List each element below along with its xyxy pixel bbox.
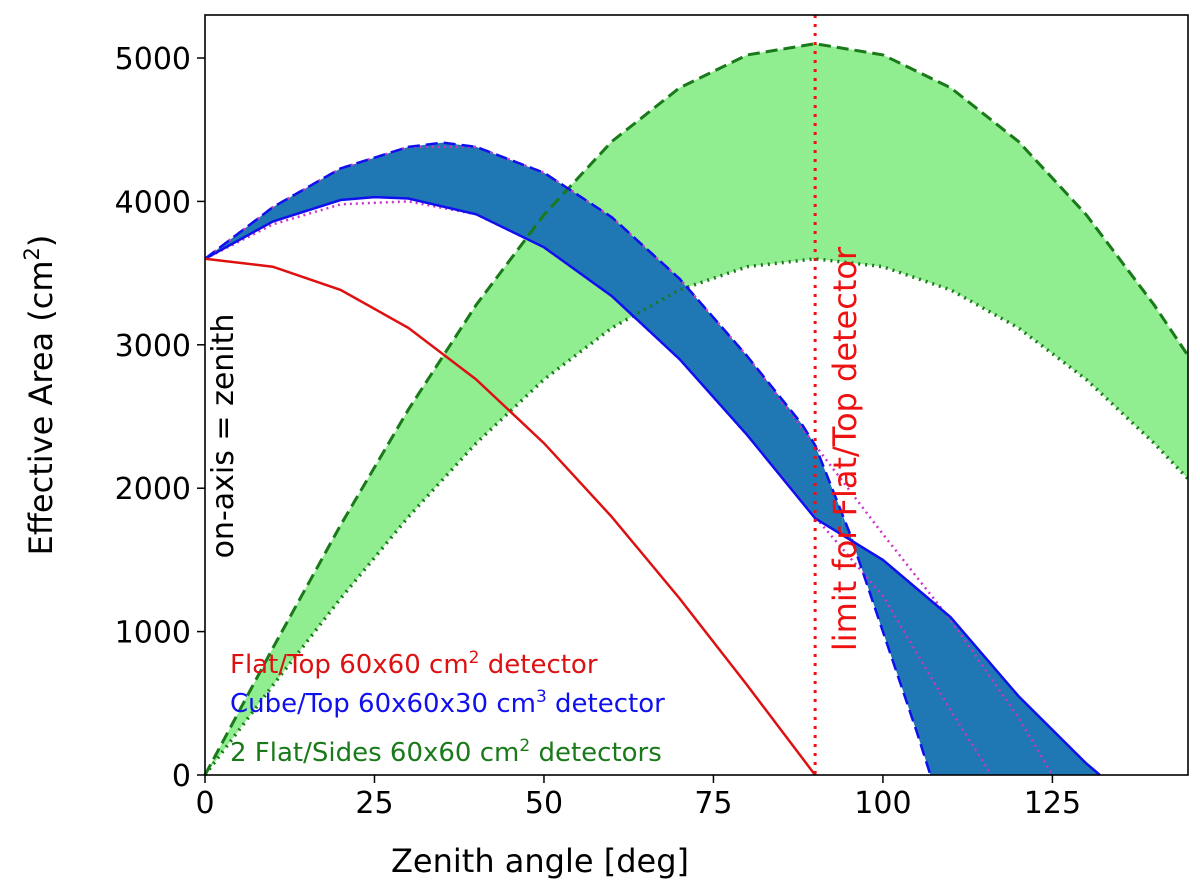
y-axis-label-sup: 2: [20, 247, 44, 260]
y-tick-label: 5000: [115, 42, 191, 77]
legend-entry-text: 2 Flat/Sides 60x60 cm: [230, 738, 519, 768]
x-tick-label: 0: [195, 786, 214, 821]
legend-entry: Cube/Top 60x60x30 cm3 detector: [230, 687, 665, 719]
legend-entry-text: Flat/Top 60x60 cm: [230, 650, 469, 680]
x-tick-label: 50: [525, 786, 563, 821]
legend-entry-tail: detector: [479, 650, 597, 680]
cube-upper-line: [204, 141, 932, 776]
flat-top-line: [204, 257, 817, 776]
legend-entry-sup: 2: [519, 736, 530, 756]
cube-lower-line: [204, 195, 1101, 776]
axis-ticks: 0 25 50 75 100 125 0 1000 2000 3000 4000 5000: [115, 42, 1081, 821]
y-axis-label-main: Effective Area (cm: [22, 261, 60, 556]
legend-entry: Flat/Top 60x60 cm2 detector: [230, 648, 598, 680]
x-tick-label: 75: [694, 786, 732, 821]
legend-entry-sup: 2: [469, 648, 480, 668]
y-tick-label: 4000: [115, 185, 191, 220]
legend-entry-text: Cube/Top 60x60x30 cm: [230, 689, 536, 719]
series-lines: [203, 15, 1190, 777]
x-axis-label: Zenith angle [deg]: [391, 842, 689, 880]
sides-fill-band: [205, 43, 1188, 775]
fill-regions: [205, 43, 1188, 775]
y-axis-label: Effective Area (cm2): [20, 235, 60, 556]
cube-magenta-lower-line: [204, 200, 993, 776]
legend-entry-tail: detector: [547, 689, 665, 719]
on-axis-annotation: on-axis = zenith: [206, 314, 241, 559]
y-axis-label-end: ): [22, 235, 60, 247]
legend-entry-sup: 3: [536, 687, 547, 707]
limit-annotation: limit for Flat/Top detector: [826, 246, 864, 651]
cube-fill-band-lower: [842, 514, 1100, 775]
cube-magenta-upper-line: [204, 145, 1054, 776]
y-tick-label: 2000: [115, 472, 191, 507]
y-tick-label: 0: [172, 759, 191, 794]
legend-entry: 2 Flat/Sides 60x60 cm2 detectors: [230, 736, 662, 768]
cube-fill-band-upper: [205, 142, 843, 535]
sides-upper-line: [203, 42, 1190, 776]
y-tick-label: 1000: [115, 616, 191, 651]
legend-entry-tail: detectors: [530, 738, 662, 768]
x-tick-label: 25: [355, 786, 393, 821]
plot-frame: [204, 14, 1189, 776]
x-tick-label: 100: [854, 786, 911, 821]
y-tick-label: 3000: [115, 329, 191, 364]
x-tick-label: 125: [1024, 786, 1081, 821]
